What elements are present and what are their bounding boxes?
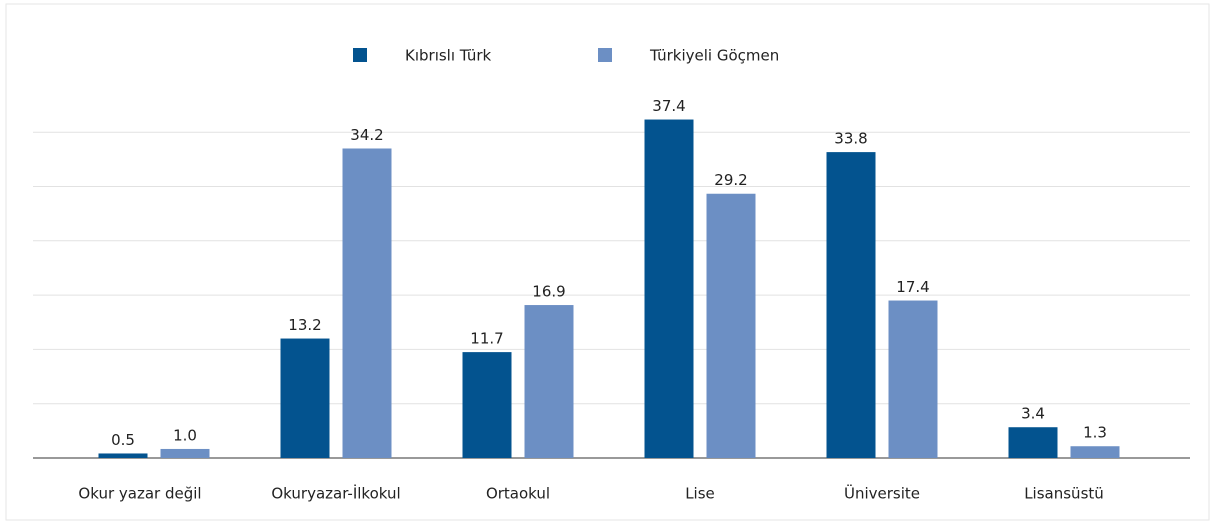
bar bbox=[888, 300, 938, 458]
legend-label: Kıbrıslı Türk bbox=[405, 47, 492, 65]
bar bbox=[98, 453, 148, 458]
x-tick-label: Ortaokul bbox=[486, 485, 550, 503]
x-tick-label: Okuryazar-İlkokul bbox=[271, 484, 400, 503]
bar bbox=[280, 338, 330, 458]
bar bbox=[342, 148, 392, 459]
value-label: 17.4 bbox=[896, 278, 929, 296]
value-label: 34.2 bbox=[350, 126, 383, 144]
bar bbox=[462, 352, 512, 458]
value-label: 37.4 bbox=[652, 97, 685, 115]
bar bbox=[826, 152, 876, 459]
value-label: 16.9 bbox=[532, 283, 565, 301]
x-tick-label: Lise bbox=[685, 485, 715, 503]
bar bbox=[644, 119, 694, 458]
legend-swatch bbox=[353, 48, 367, 62]
bar bbox=[1070, 446, 1120, 458]
bar bbox=[706, 193, 756, 459]
value-label: 33.8 bbox=[834, 130, 867, 148]
value-label: 1.3 bbox=[1083, 424, 1107, 442]
bar bbox=[160, 448, 210, 458]
value-label: 13.2 bbox=[288, 316, 321, 334]
value-label: 0.5 bbox=[111, 431, 135, 449]
value-label: 3.4 bbox=[1021, 405, 1045, 423]
value-label: 1.0 bbox=[173, 426, 197, 444]
x-tick-label: Okur yazar değil bbox=[78, 485, 201, 503]
legend-swatch bbox=[598, 48, 612, 62]
value-label: 11.7 bbox=[470, 330, 503, 348]
x-tick-label: Üniversite bbox=[844, 484, 920, 503]
bar bbox=[524, 305, 574, 458]
legend-label: Türkiyeli Göçmen bbox=[649, 47, 779, 65]
value-label: 29.2 bbox=[714, 171, 747, 189]
x-tick-label: Lisansüstü bbox=[1024, 485, 1104, 503]
bar bbox=[1008, 427, 1058, 458]
